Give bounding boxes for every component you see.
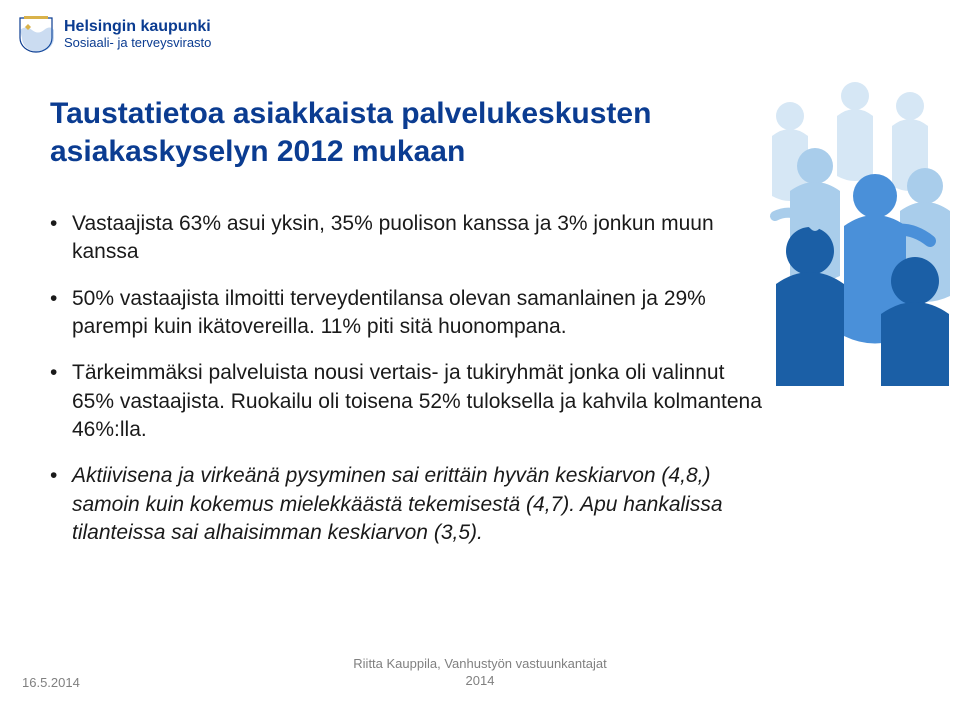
footer: 16.5.2014 Riitta Kauppila, Vanhustyön va… (0, 656, 960, 690)
slide-title: Taustatietoa asiakkaista palvelukeskuste… (50, 95, 770, 170)
slide-body: Vastaajista 63% asui yksin, 35% puolison… (50, 210, 770, 565)
bullet-item: Aktiivisena ja virkeänä pysyminen sai er… (50, 462, 770, 547)
bullet-item: Vastaajista 63% asui yksin, 35% puolison… (50, 210, 770, 267)
footer-center: Riitta Kauppila, Vanhustyön vastuunkanta… (0, 656, 960, 690)
people-illustration (760, 76, 960, 386)
footer-year: 2014 (0, 673, 960, 690)
bullet-text: 50% vastaajista ilmoitti terveydentilans… (72, 287, 706, 338)
bullet-text: Tärkeimmäksi palveluista nousi vertais- … (72, 361, 762, 441)
bullet-item: Tärkeimmäksi palveluista nousi vertais- … (50, 359, 770, 444)
bullet-item: 50% vastaajista ilmoitti terveydentilans… (50, 285, 770, 342)
bullet-text: Vastaajista 63% asui yksin, 35% puolison… (72, 212, 714, 263)
footer-author: Riitta Kauppila, Vanhustyön vastuunkanta… (0, 656, 960, 673)
header: Helsingin kaupunki Sosiaali- ja terveysv… (18, 14, 211, 54)
org-line2: Sosiaali- ja terveysvirasto (64, 36, 211, 50)
footer-date: 16.5.2014 (22, 675, 80, 690)
org-name: Helsingin kaupunki Sosiaali- ja terveysv… (64, 18, 211, 50)
city-crest-icon (18, 14, 54, 54)
org-line1: Helsingin kaupunki (64, 18, 211, 36)
bullet-list: Vastaajista 63% asui yksin, 35% puolison… (50, 210, 770, 547)
bullet-text: Aktiivisena ja virkeänä pysyminen sai er… (72, 464, 723, 544)
